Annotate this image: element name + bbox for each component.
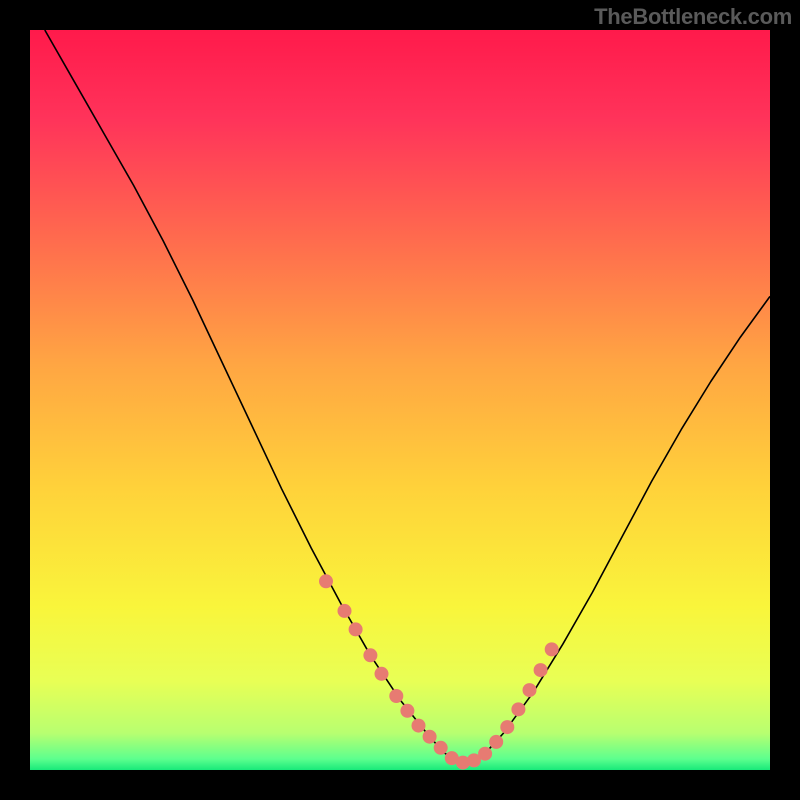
watermark-text: TheBottleneck.com	[594, 4, 792, 30]
optimal-marker	[338, 604, 352, 618]
optimal-marker	[363, 648, 377, 662]
plot-background	[30, 30, 770, 770]
optimal-marker	[400, 704, 414, 718]
optimal-marker	[500, 720, 514, 734]
optimal-marker	[478, 747, 492, 761]
optimal-marker	[545, 642, 559, 656]
bottleneck-chart-canvas	[0, 0, 800, 800]
optimal-marker	[375, 667, 389, 681]
optimal-marker	[434, 741, 448, 755]
optimal-marker	[423, 730, 437, 744]
optimal-marker	[534, 663, 548, 677]
optimal-marker	[489, 735, 503, 749]
optimal-marker	[389, 689, 403, 703]
optimal-marker	[523, 683, 537, 697]
optimal-marker	[511, 702, 525, 716]
optimal-marker	[349, 622, 363, 636]
optimal-marker	[412, 719, 426, 733]
optimal-marker	[319, 574, 333, 588]
